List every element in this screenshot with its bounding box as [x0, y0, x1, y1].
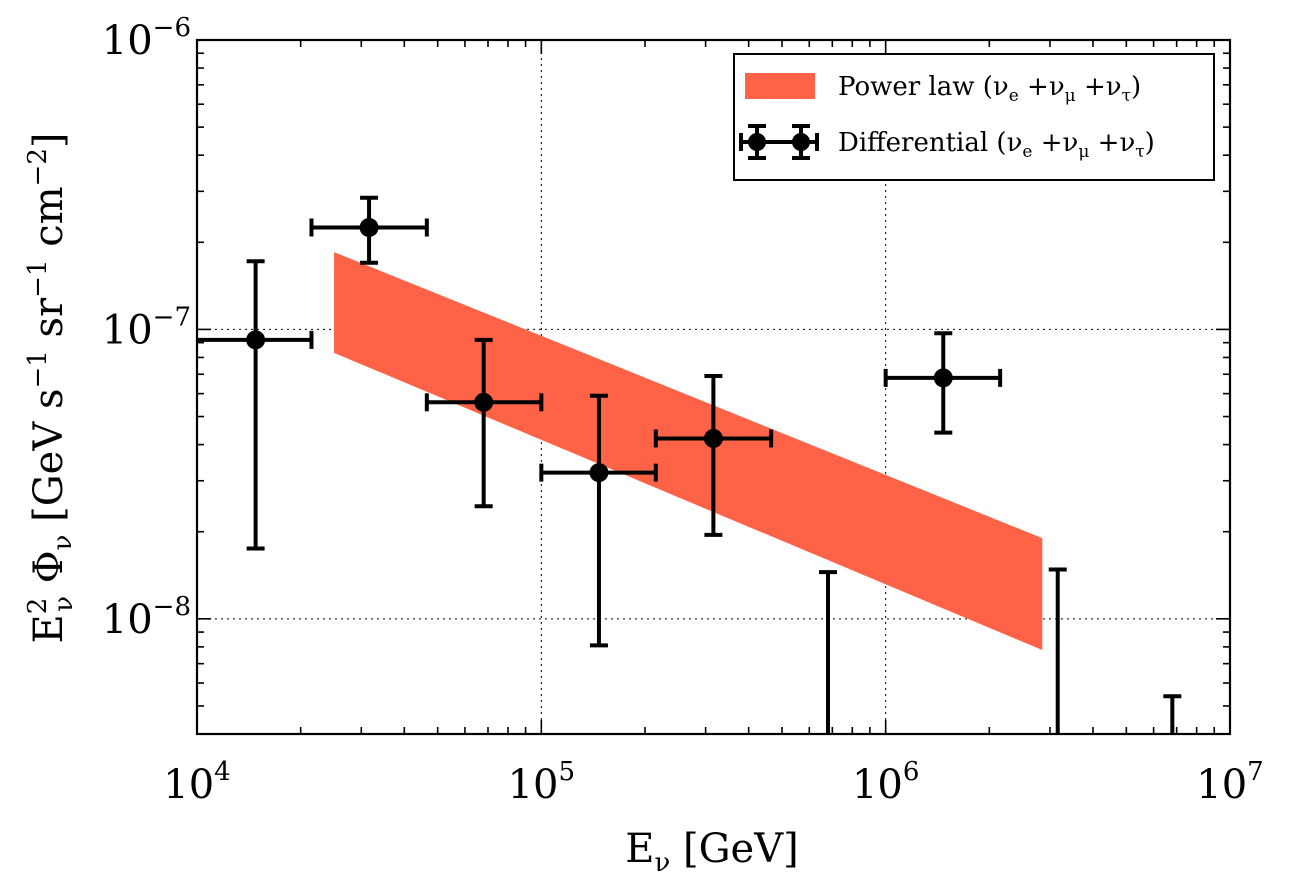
data-marker: [246, 330, 266, 350]
power-law-band: [334, 252, 1043, 651]
data-point-2: [424, 337, 544, 509]
legend-label-power-law: Power law (νe +νμ +ντ): [838, 72, 1141, 106]
differential-points: [197, 195, 1182, 734]
tick-labels: 104 105 106 107 10−8 10−7 10−6: [102, 13, 1264, 808]
x-tick-label: 106: [852, 757, 919, 808]
x-tick-label: 104: [163, 757, 230, 808]
legend-label-differential: Differential (νe +νμ +ντ): [838, 128, 1155, 162]
data-point-3: [539, 393, 658, 648]
data-point-1: [309, 195, 429, 265]
axis-ticks: [196, 39, 1231, 735]
upper-limit-2: [1163, 694, 1182, 734]
data-marker: [474, 392, 494, 412]
x-tick-label: 105: [508, 757, 575, 808]
y-tick-label: 10−7: [102, 302, 191, 353]
data-point-5: [883, 331, 1003, 435]
data-marker: [589, 463, 609, 483]
power-law-band-area: [334, 252, 1043, 651]
upper-limit-0: [818, 570, 837, 734]
x-axis-title: Eν [GeV]: [625, 826, 798, 878]
legend-swatch-power-law: [745, 73, 815, 99]
data-marker: [933, 368, 953, 388]
legend-marker-differential: [739, 124, 819, 160]
data-marker: [359, 217, 379, 237]
data-point-0: [197, 259, 314, 551]
y-tick-label: 10−8: [102, 592, 191, 643]
plot-frame: [195, 38, 1232, 736]
data-marker: [703, 428, 723, 448]
y-tick-label: 10−6: [102, 13, 191, 64]
data-point-4: [653, 374, 774, 537]
y-axis-title: E2ν Φν [GeV s−1 sr−1 cm−2]: [23, 133, 79, 644]
upper-limit-1: [1048, 567, 1067, 734]
legend: Power law (νe +νμ +ντ) Differential (νe …: [733, 53, 1215, 181]
x-tick-label: 107: [1196, 757, 1263, 808]
